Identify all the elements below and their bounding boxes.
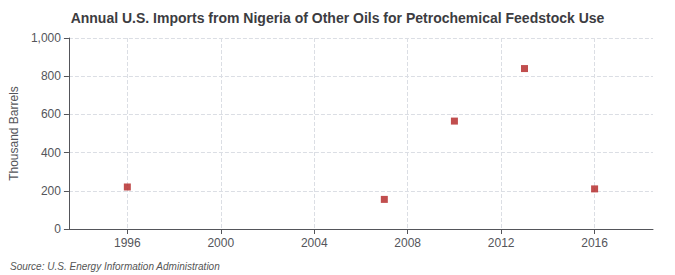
svg-text:200: 200 (41, 184, 61, 198)
svg-text:2012: 2012 (488, 236, 515, 250)
svg-text:1,000: 1,000 (31, 31, 61, 45)
svg-text:2008: 2008 (394, 236, 421, 250)
svg-text:2000: 2000 (207, 236, 234, 250)
svg-text:400: 400 (41, 146, 61, 160)
svg-text:Source: U.S. Energy Informatio: Source: U.S. Energy Information Administ… (10, 261, 220, 272)
svg-text:0: 0 (54, 222, 61, 236)
svg-text:Thousand Barrels: Thousand Barrels (7, 86, 21, 181)
svg-text:2016: 2016 (581, 236, 608, 250)
svg-text:800: 800 (41, 69, 61, 83)
svg-text:Annual U.S. Imports from Niger: Annual U.S. Imports from Nigeria of Othe… (71, 10, 605, 26)
svg-text:1996: 1996 (114, 236, 141, 250)
svg-text:2004: 2004 (301, 236, 328, 250)
svg-text:600: 600 (41, 107, 61, 121)
